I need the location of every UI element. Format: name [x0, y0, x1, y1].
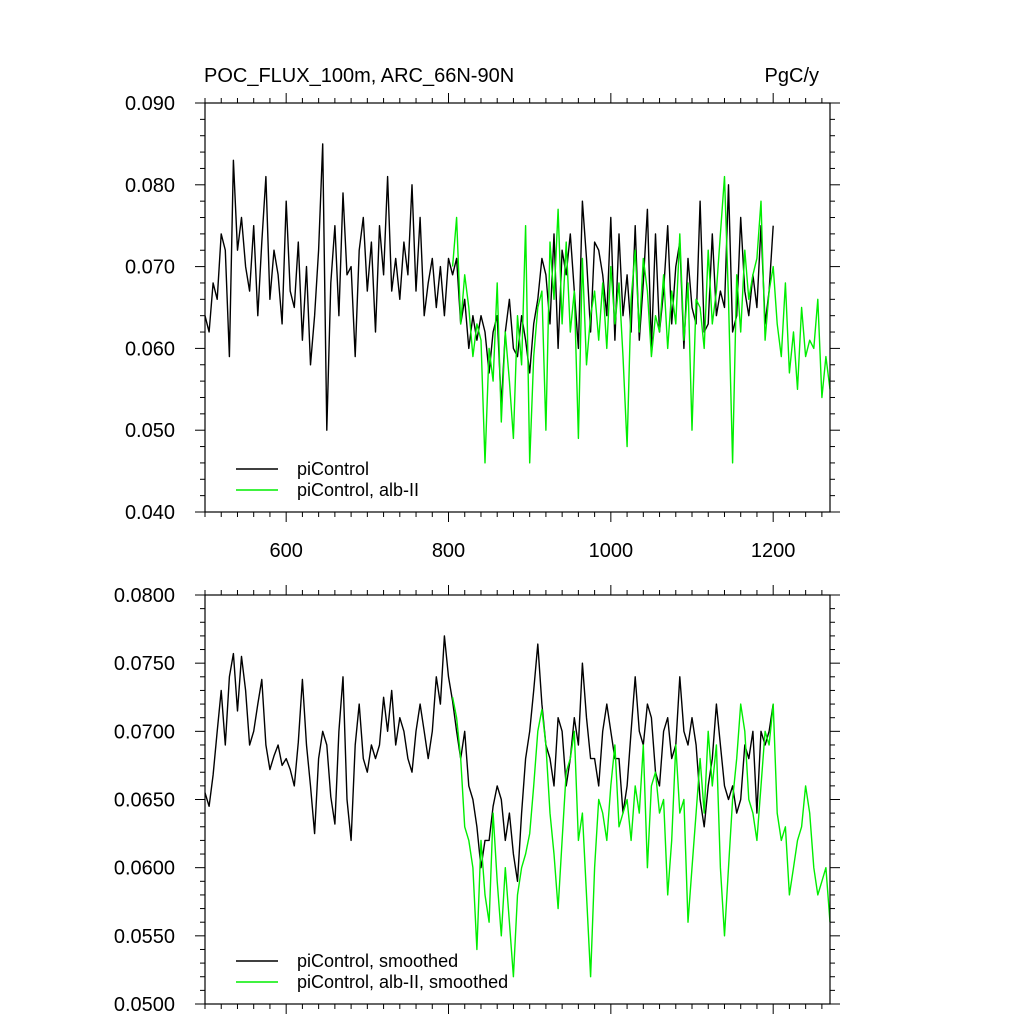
x-tick-label: 1200: [751, 540, 796, 562]
y-tick-label: 0.0700: [114, 721, 175, 743]
x-tick-label: 1000: [589, 540, 634, 562]
top-plot-area: 600 800 1000 1200 0.040 0.050 0.060 0.070 0.080 0…: [125, 93, 840, 562]
legend-label-picontrol: piControl: [297, 459, 369, 479]
legend-label-alb-ii-smoothed: piControl, alb-II, smoothed: [297, 972, 508, 992]
x-tick-label: 800: [432, 540, 465, 562]
y-tick-label: 0.0500: [114, 994, 175, 1016]
y-tick-label: 0.0650: [114, 790, 175, 812]
y-tick-label: 0.040: [125, 502, 175, 524]
plot-frame: [204, 102, 831, 513]
top-panel: POC_FLUX_100m, ARC_66N-90N PgC/y 600 800 1…: [125, 65, 840, 562]
plot-frame: [204, 594, 831, 1005]
y-tick-label: 0.0750: [114, 653, 175, 675]
legend-label-picontrol-smoothed: piControl, smoothed: [297, 951, 458, 971]
y-tick-label: 0.050: [125, 420, 175, 442]
y-tick-label: 0.0550: [114, 926, 175, 948]
chart-title: POC_FLUX_100m, ARC_66N-90N: [204, 65, 514, 87]
y-tick-label: 0.060: [125, 338, 175, 360]
series-line-1: [451, 175, 831, 464]
units-label: PgC/y: [765, 65, 819, 87]
series-line-0: [204, 635, 774, 882]
y-tick-label: 0.0800: [114, 585, 175, 607]
bottom-legend: piControl, smoothed piControl, alb-II, s…: [236, 951, 508, 992]
bottom-panel: 0.0500 0.0550 0.0600 0.0650 0.0700 0.0750 0.08…: [114, 585, 840, 1016]
y-tick-label: 0.090: [125, 93, 175, 115]
x-tick-label: 600: [269, 540, 302, 562]
legend-label-alb-ii: piControl, alb-II: [297, 480, 419, 500]
bottom-plot-area: 0.0500 0.0550 0.0600 0.0650 0.0700 0.0750 0.08…: [114, 585, 840, 1016]
y-tick-label: 0.080: [125, 175, 175, 197]
top-legend: piControl piControl, alb-II: [236, 459, 419, 500]
series-line-1: [451, 697, 831, 978]
y-tick-label: 0.0600: [114, 858, 175, 880]
y-tick-label: 0.070: [125, 257, 175, 279]
